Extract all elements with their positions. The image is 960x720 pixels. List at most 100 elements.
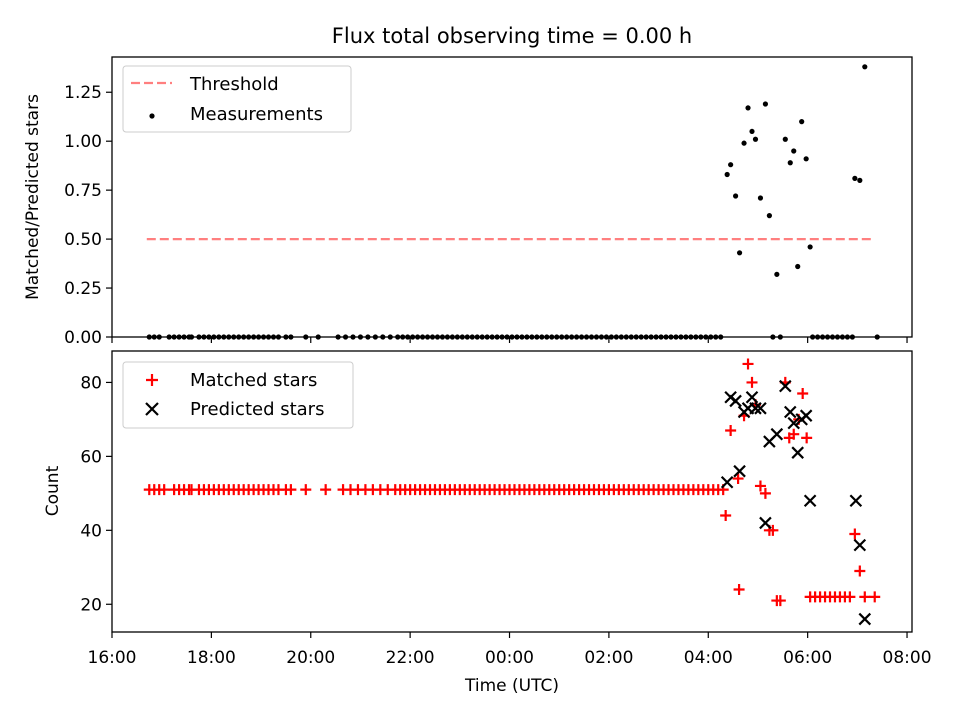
measurement-point [728,162,734,168]
measurement-point [807,244,813,250]
predicted-star-point [729,394,742,408]
top-y-tick-label: 1.25 [64,83,102,103]
legend-threshold-label: Threshold [189,74,279,95]
matched-star-point [797,388,809,400]
top-y-ticks: 0.00 0.25 0.50 0.75 1.00 1.25 [64,83,112,348]
x-tick-label: 02:00 [584,648,633,668]
predicted-star-points [720,379,872,626]
legend-measurement-swatch [149,113,155,119]
measurement-point [749,128,755,135]
predicted-star-point [803,494,817,508]
bottom-y-tick-label: 20 [80,595,102,615]
predicted-star-point [770,427,784,441]
predicted-star-point [720,475,734,489]
measurement-point [766,213,772,219]
matched-star-point [158,484,170,496]
top-legend-box [122,65,352,133]
bottom-legend: Matched stars Predicted stars [122,361,354,429]
bottom-axes-frame [111,350,913,633]
predicted-star-point [787,416,801,430]
top-y-tick-label: 0.50 [64,230,102,250]
predicted-star-point [783,405,797,419]
measurement-point [787,160,793,166]
bottom-legend-box [122,361,354,429]
x-tick-label: 08:00 [883,648,932,668]
bottom-panel: 20 40 60 80 16:00 18:00 20:00 22:00 00:00 02:00 0… [43,350,932,668]
matched-star-point [300,484,312,496]
x-axis-label: Time (UTC) [464,676,559,696]
predicted-star-point [791,446,804,459]
legend-predicted-label: Predicted stars [190,399,324,420]
legend-measurements-label: Measurements [190,104,323,125]
x-tick-label: 22:00 [386,648,435,668]
bottom-x-ticks: 16:00 18:00 20:00 22:00 00:00 02:00 04:00 06:00… [88,632,932,668]
measurement-point [862,64,868,70]
measurement-point [795,263,801,270]
matched-star-point [732,473,744,485]
chart-title: Flux total observing time = 0.00 h [332,24,692,48]
top-y-tick-label: 0.75 [64,181,102,201]
matched-star-point [759,487,771,499]
predicted-star-point [858,612,872,626]
predicted-star-point [849,494,863,508]
x-tick-label: 20:00 [286,648,335,668]
matched-star-point [285,484,297,496]
predicted-star-point [745,390,759,404]
measurement-point [857,177,863,183]
legend-predicted-swatch [145,402,159,416]
top-y-tick-label: 0.00 [64,328,102,348]
measurement-point [733,193,739,199]
top-legend: Threshold Measurements [122,65,352,133]
measurement-point [745,105,751,111]
matched-star-point [844,591,856,603]
x-tick-label: 18:00 [187,648,236,668]
matched-star-point [742,358,754,370]
top-y-tick-label: 1.00 [64,132,102,152]
x-tick-label: 16:00 [88,648,137,668]
matched-star-point [733,583,745,595]
matched-star-point [788,428,800,440]
measurement-point [724,171,730,178]
predicted-star-point [759,516,772,530]
measurement-point [852,175,858,181]
predicted-star-point [799,409,813,422]
x-tick-label: 06:00 [783,648,832,668]
x-tick-label: 04:00 [684,648,733,668]
legend-matched-swatch [146,374,158,386]
bottom-y-tick-label: 80 [80,373,102,393]
matched-star-point [725,424,737,436]
bottom-y-tick-label: 40 [80,521,102,541]
measurement-point [799,119,805,125]
predicted-star-point [754,402,767,415]
top-y-axis-label: Matched/Predicted stars [23,94,43,300]
predicted-star-point [749,402,762,415]
matched-star-point [767,524,779,536]
measurement-point [803,156,809,162]
predicted-star-point [853,538,867,552]
matched-star-point [746,376,758,388]
measurement-point [762,101,769,107]
x-tick-label: 00:00 [485,648,534,668]
predicted-star-point [733,464,746,478]
legend-matched-label: Matched stars [190,370,317,391]
bottom-y-axis-label: Count [43,465,63,516]
measurement-point [774,271,780,277]
matched-star-point [754,480,766,492]
matched-star-point [774,595,786,607]
matched-star-point [854,565,866,577]
matched-star-point [801,432,813,444]
measurement-point [736,250,743,256]
top-panel: 0.00 0.25 0.50 0.75 1.00 1.25 Matched/Predict… [23,56,913,348]
matched-star-point [859,591,871,603]
predicted-star-point [779,379,792,393]
matched-star-point [320,484,332,496]
matched-star-points [143,358,881,607]
matched-star-point [869,591,881,603]
measurement-point [752,136,759,142]
measurement-point [757,195,764,201]
measurement-point [782,136,788,142]
matched-star-point [720,510,732,522]
bottom-y-tick-label: 60 [80,447,102,467]
measurement-point [741,140,747,146]
